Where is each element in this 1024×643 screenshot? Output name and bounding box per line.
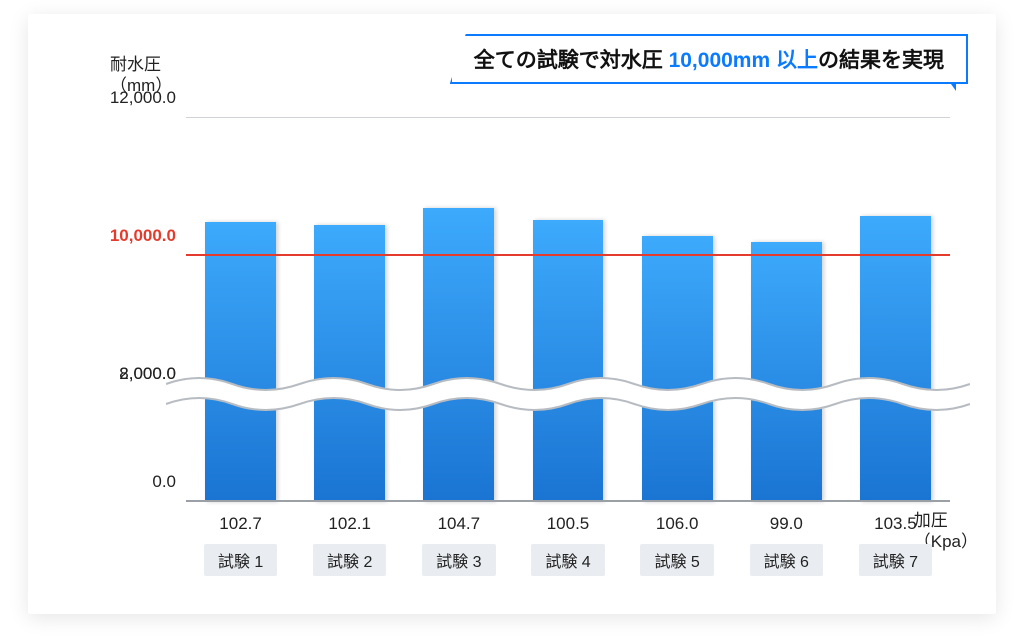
y-tick-label: 0.0 xyxy=(152,472,176,492)
y-tick-label: 10,000.0 xyxy=(110,226,176,246)
trial-chip: 試験 7 xyxy=(859,544,932,576)
kpa-value: 102.7 xyxy=(191,514,291,534)
x-category: 102.7 試験 1 xyxy=(191,508,291,576)
x-category: 104.7 試験 3 xyxy=(409,508,509,576)
bar xyxy=(533,220,604,502)
callout-post: の結果を実現 xyxy=(818,49,944,72)
trial-chip: 試験 3 xyxy=(422,544,495,576)
bar xyxy=(642,236,713,502)
y-tick-label: 8,000.0 xyxy=(119,364,176,384)
x-axis-line xyxy=(186,500,950,502)
chart-card: 全ての試験で対水圧 10,000mm 以上の結果を実現 耐水圧 （mm） 加圧 … xyxy=(28,14,996,614)
kpa-value: 104.7 xyxy=(409,514,509,534)
x-category: 102.1 試験 2 xyxy=(300,508,400,576)
kpa-value: 102.1 xyxy=(300,514,400,534)
trial-chip: 試験 6 xyxy=(750,544,823,576)
bars-layer xyxy=(186,118,950,502)
reference-line xyxy=(186,254,950,256)
x-category: 99.0 試験 6 xyxy=(736,508,836,576)
callout-banner: 全ての試験で対水圧 10,000mm 以上の結果を実現 xyxy=(450,34,968,84)
trial-chip: 試験 1 xyxy=(204,544,277,576)
bar xyxy=(860,216,931,502)
x-category: 106.0 試験 5 xyxy=(627,508,727,576)
bar xyxy=(205,222,276,502)
kpa-value: 99.0 xyxy=(736,514,836,534)
kpa-value: 106.0 xyxy=(627,514,727,534)
plot-area: 0.02,000.08,000.010,000.012,000.0 xyxy=(186,118,950,502)
kpa-value: 103.5 xyxy=(845,514,945,534)
callout-pre: 全ての試験で対水圧 xyxy=(474,49,669,72)
x-category: 100.5 試験 4 xyxy=(518,508,618,576)
bar xyxy=(751,242,822,502)
x-category: 103.5 試験 7 xyxy=(845,508,945,576)
y-tick-label: 12,000.0 xyxy=(110,88,176,108)
callout-highlight: 10,000mm 以上 xyxy=(669,49,818,72)
trial-chip: 試験 5 xyxy=(640,544,713,576)
trial-chip: 試験 4 xyxy=(531,544,604,576)
y-axis-title-line1: 耐水圧 xyxy=(110,55,161,74)
bar xyxy=(423,208,494,502)
bar xyxy=(314,225,385,502)
trial-chip: 試験 2 xyxy=(313,544,386,576)
kpa-value: 100.5 xyxy=(518,514,618,534)
